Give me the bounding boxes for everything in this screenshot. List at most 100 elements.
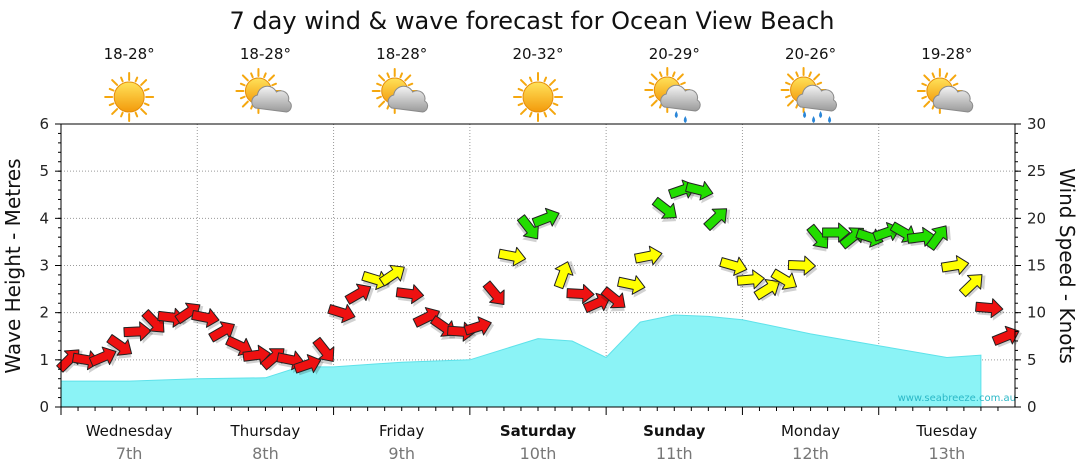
date-label: 12th bbox=[792, 444, 829, 463]
sun-ray bbox=[944, 72, 949, 79]
wind-arrow-body bbox=[497, 246, 527, 267]
wind-arrow bbox=[617, 275, 647, 298]
sun-ray bbox=[404, 74, 412, 82]
sun-ray bbox=[552, 87, 559, 92]
left-axis: 0 1 2 3 4 5 6 bbox=[39, 115, 61, 416]
sun-ray bbox=[816, 81, 823, 86]
sun-ray bbox=[111, 108, 119, 115]
wind-arrow-body bbox=[293, 354, 322, 374]
left-tick-label: 4 bbox=[39, 209, 49, 227]
wind-arrow-body bbox=[617, 275, 646, 295]
sun-ray bbox=[250, 72, 254, 79]
wind-arrow bbox=[703, 208, 731, 232]
day-label: Thursday bbox=[230, 422, 301, 440]
sun-ray bbox=[517, 87, 524, 92]
wind-arrow bbox=[191, 308, 221, 331]
sun-ray bbox=[520, 79, 527, 86]
rain-drop bbox=[819, 111, 823, 118]
wind-arrow bbox=[940, 255, 972, 278]
rain-drop bbox=[683, 116, 687, 123]
sun-ray bbox=[952, 82, 959, 87]
rain-drop bbox=[803, 111, 807, 118]
wind-arrow bbox=[958, 274, 986, 298]
sun-ray bbox=[111, 79, 119, 86]
sun-ray bbox=[528, 111, 533, 118]
wind-arrow-body bbox=[940, 255, 970, 275]
wind-arrow bbox=[293, 354, 324, 376]
wind-arrow-body bbox=[753, 278, 780, 301]
right-tick-label: 0 bbox=[1027, 398, 1037, 416]
sun-ray bbox=[241, 74, 249, 82]
temperature-label: 18-28° bbox=[104, 45, 155, 63]
wind-arrow bbox=[736, 269, 767, 292]
day-label: Wednesday bbox=[86, 422, 173, 440]
sun-ray bbox=[659, 71, 663, 78]
sun-ray bbox=[143, 87, 150, 92]
wind-arrow-body bbox=[531, 207, 560, 228]
sun-ray bbox=[549, 79, 556, 86]
date-label: 10th bbox=[520, 444, 557, 463]
sun-ray bbox=[552, 102, 559, 107]
sun-ray bbox=[808, 71, 812, 78]
wind-arrow bbox=[395, 284, 426, 307]
wind-arrows bbox=[56, 179, 1022, 376]
sun-ray bbox=[813, 73, 821, 81]
sun-ray bbox=[376, 82, 382, 87]
sun-ray bbox=[785, 81, 791, 86]
sun-ray bbox=[676, 73, 684, 81]
wind-arrow bbox=[582, 292, 613, 315]
wind-arrow-body bbox=[822, 222, 851, 243]
cloud-shape bbox=[796, 84, 837, 112]
temperature-label: 20-29° bbox=[649, 45, 700, 63]
wind-arrow bbox=[463, 316, 495, 338]
right-tick-label: 10 bbox=[1027, 304, 1046, 322]
wind-arrow bbox=[991, 325, 1022, 348]
wind-arrow bbox=[651, 196, 677, 222]
wind-arrow-body bbox=[703, 208, 728, 231]
wind-arrow-body bbox=[770, 268, 798, 290]
sun-ray bbox=[795, 71, 799, 78]
wind-arrow bbox=[482, 280, 505, 308]
wind-arrow bbox=[634, 245, 665, 268]
day-label: Tuesday bbox=[915, 422, 977, 440]
sun-ray bbox=[549, 108, 556, 115]
wind-arrow-body bbox=[736, 269, 765, 290]
date-label: 8th bbox=[252, 444, 279, 463]
sun-ray bbox=[376, 95, 382, 100]
wind-arrow bbox=[327, 303, 357, 327]
cloud-shape bbox=[251, 85, 292, 113]
grid-lines bbox=[61, 124, 1015, 407]
wind-arrow-body bbox=[482, 280, 505, 306]
wind-arrow bbox=[344, 283, 374, 306]
wind-arrow-body bbox=[312, 336, 335, 362]
right-tick-label: 25 bbox=[1027, 162, 1046, 180]
sun-disc bbox=[113, 81, 145, 113]
wind-arrow bbox=[311, 336, 335, 365]
sun-ray bbox=[787, 99, 794, 107]
sun-ray bbox=[648, 81, 655, 86]
watermark: www.seabreeze.com.au bbox=[898, 393, 1016, 404]
wind-arrow bbox=[685, 181, 715, 204]
left-tick-label: 5 bbox=[39, 162, 49, 180]
sun-ray bbox=[268, 74, 275, 82]
wind-arrow bbox=[378, 264, 408, 288]
wind-arrow-body bbox=[88, 346, 117, 367]
sun-ray bbox=[239, 82, 246, 87]
wind-arrow bbox=[106, 334, 133, 359]
wind-arrow-body bbox=[463, 316, 492, 336]
sun-ray bbox=[134, 76, 139, 83]
chart-title: 7 day wind & wave forecast for Ocean Vie… bbox=[230, 7, 835, 35]
sun-disc bbox=[522, 81, 554, 113]
temperature-label: 18-28° bbox=[240, 45, 291, 63]
wind-arrow bbox=[787, 255, 818, 279]
left-tick-label: 6 bbox=[39, 115, 49, 133]
wind-arrow bbox=[531, 207, 563, 230]
cloud-shape bbox=[387, 85, 429, 113]
sun-ray bbox=[785, 94, 791, 99]
wind-arrow-body bbox=[600, 286, 626, 309]
day-label: Saturday bbox=[500, 422, 577, 440]
wind-arrow bbox=[975, 298, 1005, 321]
sunny-icon bbox=[104, 72, 155, 122]
wind-arrow-body bbox=[344, 283, 372, 305]
